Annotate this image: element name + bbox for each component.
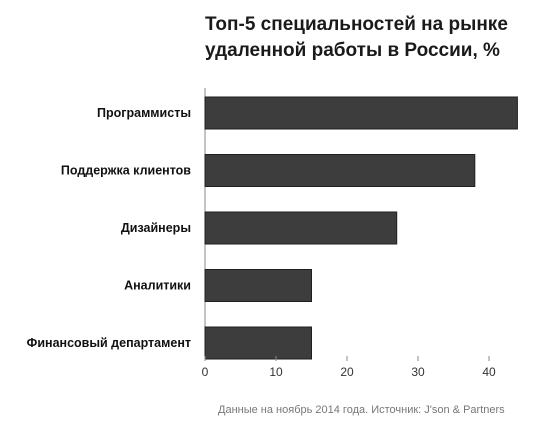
bar-5 bbox=[204, 326, 312, 360]
bar-3 bbox=[204, 211, 398, 245]
category-label: Программисты bbox=[97, 106, 191, 120]
bar-4 bbox=[204, 269, 312, 302]
category-label: Поддержка клиентов bbox=[61, 164, 191, 178]
category-label: Дизайнеры bbox=[121, 221, 191, 235]
chart-title-line-1: Топ-5 специальностей на рынке bbox=[205, 14, 508, 35]
bar-1 bbox=[204, 96, 518, 130]
x-tick-label: 0 bbox=[202, 365, 209, 379]
source-note: Данные на ноябрь 2014 года. Источник: J'… bbox=[218, 404, 505, 416]
chart-title-line-2: удаленной работы в России, % bbox=[205, 40, 500, 61]
x-tick-label: 30 bbox=[411, 365, 425, 379]
x-tick-label: 20 bbox=[340, 365, 354, 379]
category-label: Финансовый департамент bbox=[27, 336, 191, 350]
x-tick-label: 10 bbox=[269, 365, 283, 379]
x-tick-label: 40 bbox=[482, 365, 496, 379]
chart-title: Топ-5 специальностей на рынке удаленной … bbox=[205, 12, 535, 64]
category-label: Аналитики bbox=[124, 279, 191, 293]
bar-2 bbox=[204, 154, 476, 187]
